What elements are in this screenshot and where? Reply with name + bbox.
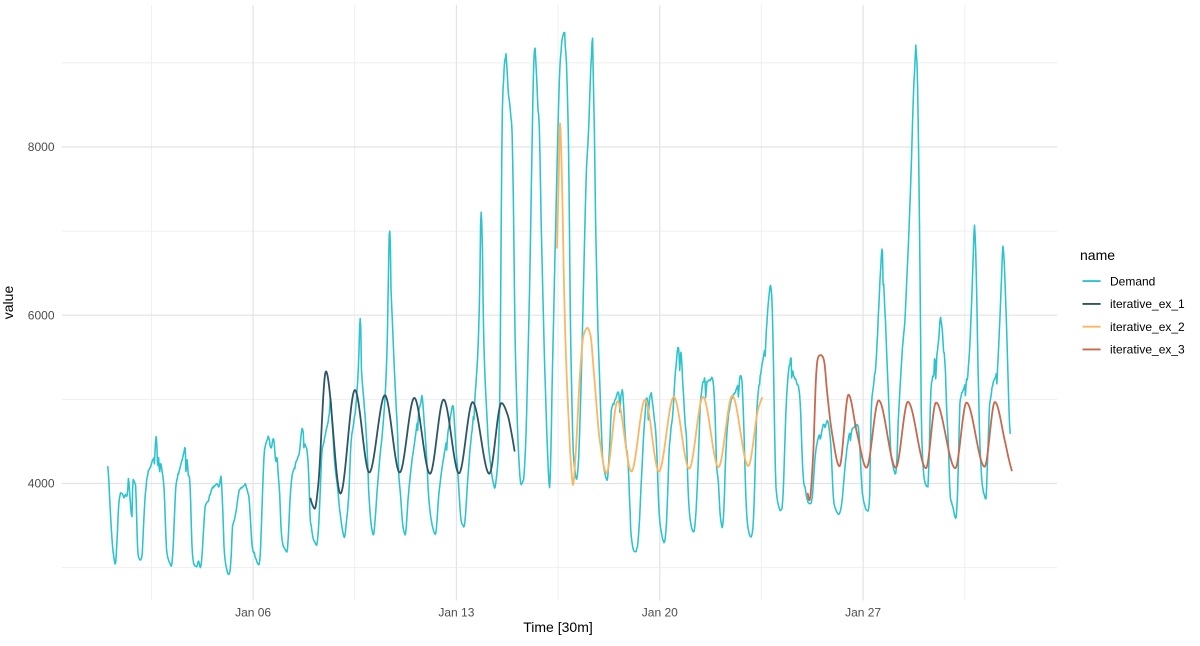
svg-text:Jan 20: Jan 20	[642, 606, 678, 620]
svg-text:name: name	[1080, 247, 1115, 263]
svg-text:Jan 06: Jan 06	[235, 606, 271, 620]
svg-text:8000: 8000	[28, 140, 55, 154]
svg-text:6000: 6000	[28, 308, 55, 322]
svg-text:iterative_ex_1: iterative_ex_1	[1110, 297, 1185, 311]
svg-text:Jan 27: Jan 27	[845, 606, 881, 620]
svg-text:Time [30m]: Time [30m]	[523, 619, 593, 635]
svg-text:Jan 13: Jan 13	[438, 606, 474, 620]
svg-text:value: value	[0, 286, 16, 320]
svg-text:iterative_ex_2: iterative_ex_2	[1110, 320, 1185, 334]
svg-text:Demand: Demand	[1110, 274, 1155, 288]
svg-text:iterative_ex_3: iterative_ex_3	[1110, 343, 1185, 357]
svg-text:4000: 4000	[28, 477, 55, 491]
